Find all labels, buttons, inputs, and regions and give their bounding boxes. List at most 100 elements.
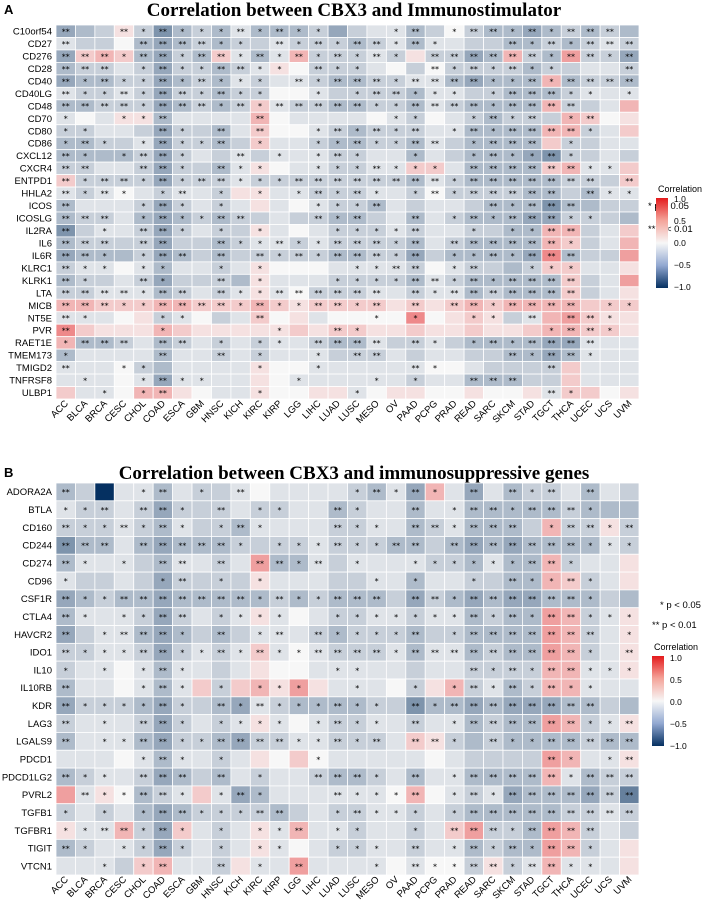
- heatmap-cell-IL10-GBM: [191, 660, 212, 680]
- significance-mark-MICB-PRAD: **: [450, 302, 458, 311]
- significance-mark-BTLA-SKCM: *: [511, 506, 515, 515]
- significance-mark-KLRC1-THCA: *: [569, 264, 573, 273]
- significance-mark-CD27-COAD: **: [159, 40, 167, 49]
- heatmap-cell-CD96-PCPG: [424, 571, 446, 591]
- significance-mark-ENTPD1-LIHC: **: [314, 177, 322, 186]
- significance-mark-CD244-SKCM: **: [509, 542, 517, 551]
- significance-mark-CD276-ESCA: *: [180, 52, 184, 61]
- significance-mark-LAG3-UCEC: *: [588, 720, 592, 729]
- heatmap-cell-IL10-OV: [385, 660, 407, 680]
- significance-mark-CD48-SKCM: **: [509, 102, 517, 111]
- significance-mark-CD70-SKCM: *: [511, 115, 515, 124]
- heatmap-cell-TIGIT-PCPG: [424, 838, 446, 858]
- significance-mark-TGFBR1-TGCT: **: [548, 827, 556, 836]
- significance-mark-IL10-TGCT: **: [548, 666, 556, 675]
- heatmap-cell-CD96-KIRP: [269, 571, 290, 591]
- heatmap-cell-CD48-UCEC: [580, 99, 601, 113]
- significance-mark-KDR-CESC: *: [122, 702, 126, 711]
- significance-mark-LAG3-SARC: **: [489, 720, 497, 729]
- significance-mark-CD96-TGCT: *: [550, 577, 554, 586]
- significance-mark-IL2RA-READ: *: [472, 227, 476, 236]
- significance-mark-CD276-KIRC: **: [256, 52, 264, 61]
- significance-mark-IL10RB-TGCT: **: [548, 684, 556, 693]
- significance-mark-TGFB1-BRCA: *: [103, 809, 107, 818]
- significance-mark-ICOSLG-CHOL: *: [141, 214, 145, 223]
- significance-mark-CD244-TGCT: **: [548, 542, 556, 551]
- row-label-HAVCR2: HAVCR2: [14, 630, 52, 641]
- significance-mark-ADORA2A-COAD: **: [159, 488, 167, 497]
- heatmap-cell-CD80-LGG: [288, 124, 310, 138]
- significance-mark-MICB-STAD: **: [528, 302, 536, 311]
- significance-mark-BTLA-COAD: **: [159, 506, 167, 515]
- significance-mark-CD48-MESO: *: [375, 102, 379, 111]
- significance-mark-IL10RB-KIRP: *: [277, 684, 281, 693]
- significance-mark-ICOSLG-READ: **: [470, 214, 478, 223]
- significance-mark-VTCN1-PRAD: *: [452, 862, 456, 871]
- heatmap-cell-PDCD1LG2-OV: [385, 767, 407, 787]
- heatmap-cell-CD27-BRCA: [94, 37, 115, 51]
- significance-mark-IL6R-LIHC: *: [316, 252, 320, 261]
- significance-mark-ENTPD1-CESC: **: [120, 177, 128, 186]
- row-label-CXCR4: CXCR4: [20, 164, 52, 175]
- significance-mark-C10orf54-TGCT: *: [550, 27, 554, 36]
- heatmap-cell-PVR-SKCM: [502, 323, 523, 338]
- significance-mark-PVRL2-SARC: *: [491, 791, 495, 800]
- significance-mark-TGFBR1-PAAD: *: [414, 827, 418, 836]
- significance-mark-CD40LG-CHOL: *: [141, 90, 145, 99]
- significance-mark-IL6R-ACC: **: [62, 252, 70, 261]
- column-label-LUAD: LUAD: [317, 874, 343, 900]
- significance-mark-HAVCR2-SARC: **: [489, 631, 497, 640]
- significance-mark-CD244-ESCA: **: [178, 542, 186, 551]
- significance-mark-IL2RA-KIRC: *: [258, 227, 262, 236]
- significance-mark-ICOS-STAD: **: [528, 202, 536, 211]
- significance-mark-KLRK1-SKCM: **: [509, 277, 517, 286]
- heatmap-cell-CD274-BRCA: [94, 553, 115, 573]
- row-labels-b: ADORA2ABTLACD160CD244CD274CD96CSF1RCTLA4…: [2, 487, 53, 872]
- significance-mark-CSF1R-KIRP: **: [275, 595, 283, 604]
- heatmap-cell-TGFBR1-PCPG: [424, 821, 446, 840]
- significance-mark-CD244-UCS: *: [608, 542, 612, 551]
- significance-mark-HHLA2-KIRC: *: [258, 190, 262, 199]
- significance-mark-CD86-LIHC: *: [316, 140, 320, 149]
- significance-mark-RAET1E-ESCA: **: [178, 339, 186, 348]
- significance-mark-TGFBR1-COAD: **: [159, 827, 167, 836]
- significance-mark-PVRL2-CESC: *: [122, 791, 126, 800]
- significance-mark-LGALS9-LUSC: *: [355, 738, 359, 747]
- heatmap-cell-PDCD1-KICH: [230, 749, 251, 769]
- significance-mark-ICOSLG-KICH: **: [237, 214, 245, 223]
- heatmap-cell-KLRK1-KICH: [230, 273, 251, 288]
- significance-mark-IDO1-UCEC: *: [588, 648, 592, 657]
- significance-mark-IDO1-LGG: *: [297, 648, 301, 657]
- significance-mark-CSF1R-KICH: **: [237, 595, 245, 604]
- significance-mark-TMEM173-STAD: *: [530, 352, 534, 361]
- significance-mark-IDO1-STAD: **: [528, 648, 536, 657]
- significance-mark-PDCD1LG2-READ: **: [470, 773, 478, 782]
- heatmap-cell-ULBP1-UCS: [599, 386, 620, 400]
- significance-mark-CD276-OV: *: [394, 52, 398, 61]
- heatmap-cell-KLRC1-LGG: [288, 261, 310, 275]
- significance-mark-C10orf54-LIHC: *: [316, 27, 320, 36]
- heatmap-cell-ADORA2A-CESC: [113, 482, 135, 502]
- significance-mark-HHLA2-HNSC: *: [219, 190, 223, 199]
- colorbar-b: Correlation 1.0 0.5 0.0 −0.5 −1.0: [652, 642, 698, 751]
- row-label-VTCN1: VTCN1: [21, 861, 52, 872]
- significance-mark-CD27-STAD: *: [530, 40, 534, 49]
- heatmap-cell-RAET1E-KICH: [230, 336, 251, 350]
- heatmap-cell-VTCN1-UVM: [619, 856, 640, 876]
- significance-mark-VTCN1-BRCA: *: [103, 862, 107, 871]
- heatmap-cell-ULBP1-PAAD: [405, 386, 426, 400]
- colorbar-title-b: Correlation: [654, 642, 698, 652]
- significance-mark-CXCR4-LUSC: *: [355, 165, 359, 174]
- significance-mark-TGFBR1-ACC: *: [64, 827, 68, 836]
- heatmap-cell-KLRC1-CESC: [113, 261, 135, 275]
- significance-mark-IDO1-SARC: **: [489, 648, 497, 657]
- heatmap-cell-ICOS-PRAD: [444, 199, 465, 213]
- heatmap-cell-IL2RA-LIHC: [308, 224, 329, 238]
- significance-mark-CD40LG-TGCT: **: [548, 90, 556, 99]
- significance-mark-TIGIT-TGCT: **: [548, 844, 556, 853]
- heatmap-cell-ULBP1-KICH: [230, 386, 251, 400]
- heatmap-cell-CD28-UCEC: [580, 62, 601, 76]
- significance-mark-MICB-CESC: *: [122, 302, 126, 311]
- row-label-CD70: CD70: [28, 114, 52, 125]
- significance-mark-CD274-ACC: **: [62, 559, 70, 568]
